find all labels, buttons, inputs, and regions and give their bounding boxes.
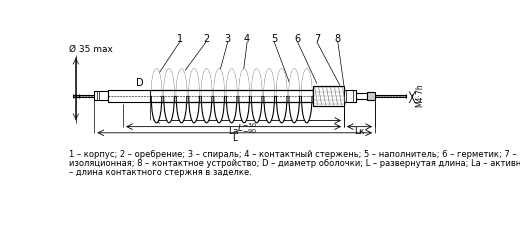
Ellipse shape (226, 69, 237, 123)
Ellipse shape (302, 69, 312, 123)
Bar (367, 92, 375, 100)
Ellipse shape (176, 69, 187, 123)
Text: D: D (136, 78, 144, 88)
Bar (95, 91, 108, 100)
Text: 1: 1 (177, 34, 183, 44)
Text: $L^{-30}_{-90}$: $L^{-30}_{-90}$ (237, 121, 257, 136)
Text: 7: 7 (314, 34, 320, 44)
Bar (344, 90, 356, 102)
Bar (313, 86, 344, 106)
Ellipse shape (164, 69, 174, 123)
Ellipse shape (189, 69, 199, 123)
Text: 2: 2 (203, 34, 209, 44)
Ellipse shape (264, 69, 275, 123)
Ellipse shape (151, 69, 162, 123)
Text: 6: 6 (294, 34, 301, 44)
Text: 3: 3 (225, 34, 231, 44)
Text: M4·7h: M4·7h (415, 83, 424, 107)
Text: Lк: Lк (354, 127, 365, 136)
Ellipse shape (289, 69, 300, 123)
Ellipse shape (277, 69, 287, 123)
Text: L: L (232, 134, 237, 143)
Text: 4: 4 (244, 34, 250, 44)
Text: – длина контактного стержня в заделке.: – длина контактного стержня в заделке. (69, 168, 252, 177)
Ellipse shape (239, 69, 250, 123)
Text: 5: 5 (271, 34, 277, 44)
Ellipse shape (214, 69, 225, 123)
Ellipse shape (251, 69, 262, 123)
Text: 1 – корпус; 2 – оребрение; 3 – спираль; 4 – контактный стержень; 5 – наполнитель: 1 – корпус; 2 – оребрение; 3 – спираль; … (69, 150, 520, 159)
Ellipse shape (201, 69, 212, 123)
Bar (108, 90, 150, 102)
Text: 8: 8 (335, 34, 341, 44)
Text: изоляционная; 8 – контактное устройство; D – диаметр оболочки; L – развернутая д: изоляционная; 8 – контактное устройство;… (69, 159, 520, 168)
Text: La: La (228, 127, 239, 136)
Text: Ø 35 max: Ø 35 max (69, 45, 113, 54)
